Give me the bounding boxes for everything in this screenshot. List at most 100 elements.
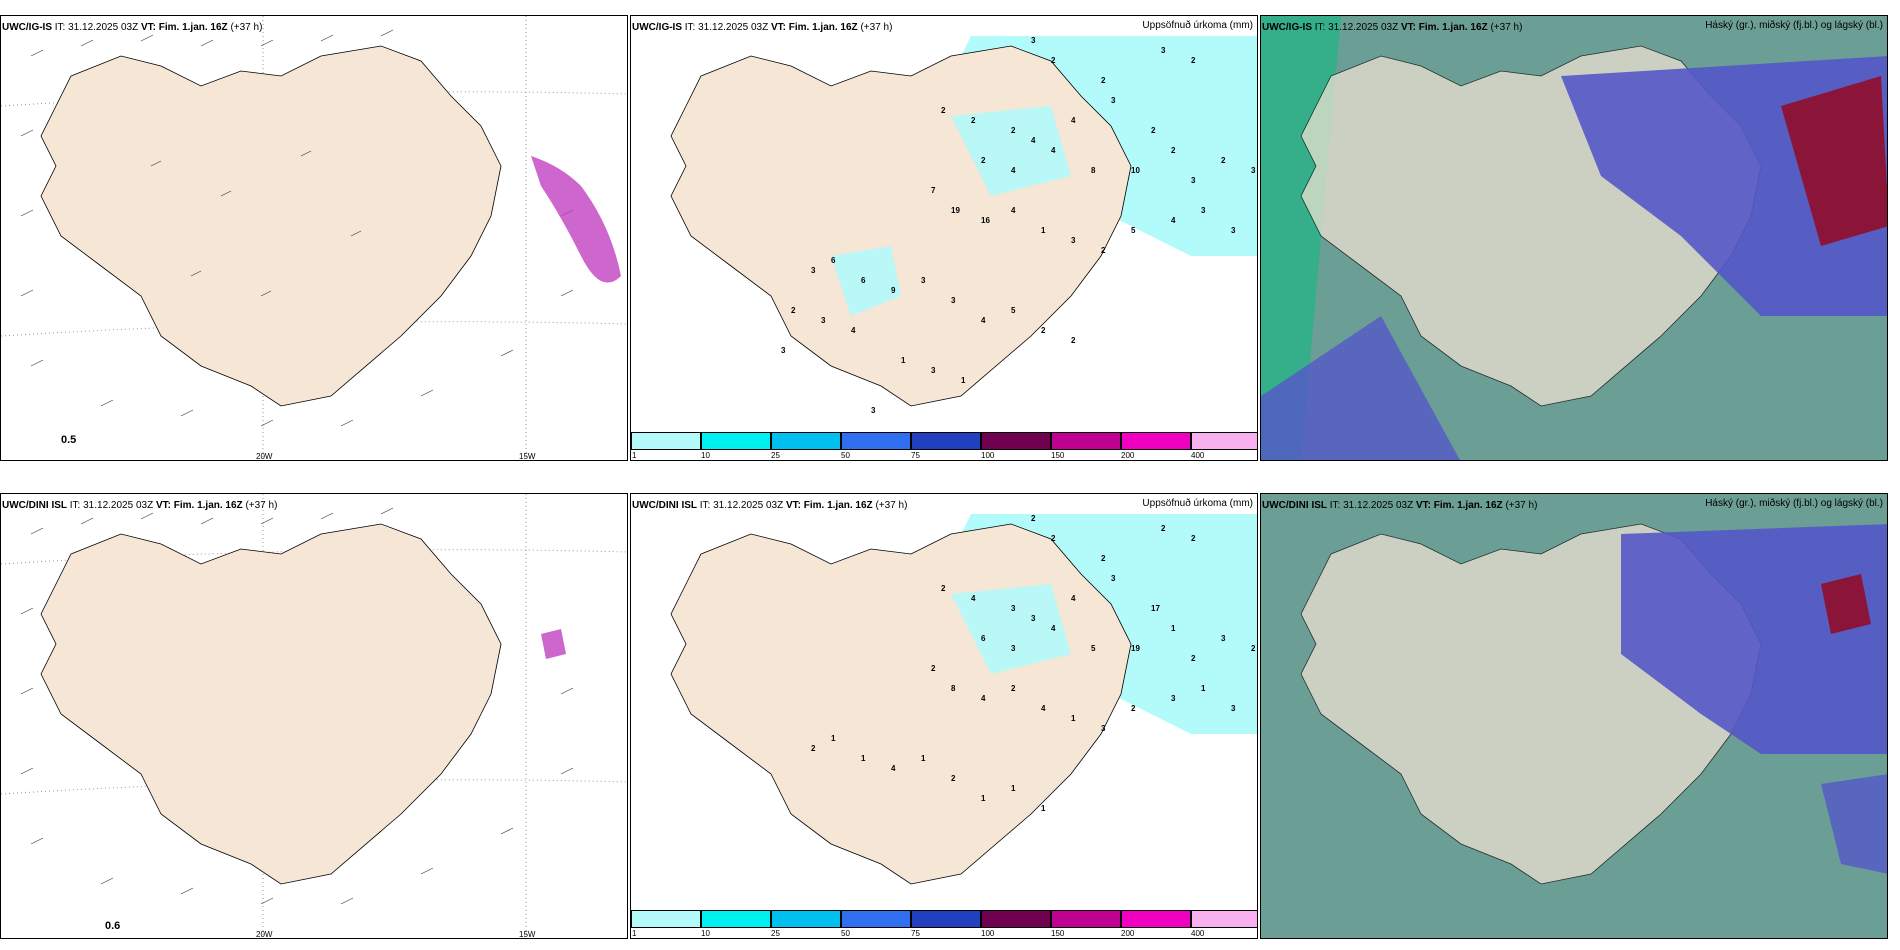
lon-label-20w: 20W: [256, 930, 273, 939]
vt-label: VT:: [140, 22, 156, 33]
precip-value-label: 1: [1041, 804, 1046, 813]
precip-value-label: 1: [1041, 226, 1046, 235]
init-time: IT: 31.12.2025 03Z: [1329, 500, 1414, 511]
precip-value-label: 3: [1031, 614, 1036, 623]
vt-label: VT:: [1415, 500, 1431, 511]
cloud-map-bottom-svg: [1261, 494, 1887, 938]
precip-value-label: 4: [1041, 704, 1046, 713]
init-time: IT: 31.12.2025 03Z: [684, 22, 769, 33]
cbar-tick: 100: [981, 929, 995, 938]
cbar-tick: 150: [1051, 929, 1065, 938]
model-name: UWC/IG-IS: [2, 22, 52, 33]
cbar-swatch-6: [981, 910, 1051, 928]
init-time: IT: 31.12.2025 03Z: [69, 500, 154, 511]
vt-label: VT:: [155, 500, 171, 511]
precip-value-label: 4: [981, 694, 986, 703]
precip-value-label: 3: [1011, 604, 1016, 613]
precip-value-label: 2: [971, 116, 976, 125]
precip-value-label: 5: [1091, 644, 1096, 653]
wind-max-value: 0.5: [61, 434, 77, 446]
precip-value-label: 2: [1101, 554, 1106, 563]
precip-value-label: 2: [791, 306, 796, 315]
lead-time: (+37 h): [1505, 500, 1538, 511]
precip-value-label: 2: [811, 744, 816, 753]
cbar-tick: 50: [841, 451, 850, 460]
cbar-swatch-9: [1191, 432, 1257, 450]
precip-map-bottom: Uppsöfnuð úrkoma (mm) 1 10 25 50 75 100 …: [630, 493, 1258, 939]
cbar-swatch-4: [841, 910, 911, 928]
cbar-tick: 100: [981, 451, 995, 460]
iceland-land: [40, 45, 502, 407]
precip-value-label: 3: [1251, 166, 1256, 175]
cbar-swatch-6: [981, 432, 1051, 450]
precip-value-label: 4: [1071, 116, 1076, 125]
precip-value-label: 1: [1171, 624, 1176, 633]
precip-value-label: 4: [851, 326, 856, 335]
lead-time: (+37 h): [1490, 22, 1523, 33]
precip-value-label: 16: [981, 216, 990, 225]
precip-value-label: 2: [1221, 156, 1226, 165]
lon-label-15w: 15W: [519, 452, 536, 461]
cloud-title: Háský (gr.), miðský (fj.bl.) og lágský (…: [1705, 498, 1883, 509]
precip-value-label: 4: [1051, 146, 1056, 155]
init-time: IT: 31.12.2025 03Z: [699, 500, 784, 511]
precip-value-label: 4: [1011, 206, 1016, 215]
precip-value-label: 2: [1051, 56, 1056, 65]
precip-value-label: 4: [971, 594, 976, 603]
panel-header-5: UWC/DINI ISL IT: 31.12.2025 03Z VT: Fim.…: [632, 500, 907, 511]
vt-label: VT:: [770, 22, 786, 33]
precip-value-label: 1: [1071, 714, 1076, 723]
precip-value-label: 4: [891, 764, 896, 773]
precip-value-label: 1: [981, 794, 986, 803]
cbar-swatch-1: [631, 432, 701, 450]
precip-value-label: 19: [951, 206, 960, 215]
precip-value-label: 2: [981, 156, 986, 165]
colorbar-bottom: 1 10 25 50 75 100 150 200 400: [631, 910, 1257, 938]
precip-map-top: Uppsöfnuð úrkoma (mm) 1 10 25 50 75 100 …: [630, 15, 1258, 461]
precip-title: Uppsöfnuð úrkoma (mm): [1142, 20, 1253, 31]
precip-value-label: 2: [1191, 654, 1196, 663]
wind-map-top-svg: [1, 16, 627, 460]
precip-blob: [541, 629, 566, 659]
model-name: UWC/DINI ISL: [2, 500, 67, 511]
precip-value-label: 3: [1191, 176, 1196, 185]
model-name: UWC/DINI ISL: [632, 500, 697, 511]
cbar-tick: 25: [771, 929, 780, 938]
precip-value-label: 3: [871, 406, 876, 415]
cbar-swatch-5: [911, 432, 981, 450]
cbar-tick: 400: [1191, 929, 1205, 938]
precip-value-label: 7: [931, 186, 936, 195]
cbar-swatch-7: [1051, 432, 1121, 450]
wind-map-bottom-svg: [1, 494, 627, 938]
precip-value-label: 3: [781, 346, 786, 355]
precip-value-label: 2: [1011, 684, 1016, 693]
precip-value-label: 3: [1071, 236, 1076, 245]
precip-value-label: 4: [1171, 216, 1176, 225]
cbar-tick: 400: [1191, 451, 1205, 460]
precip-value-label: 1: [831, 734, 836, 743]
valid-time: Fim. 1.jan. 16Z: [158, 22, 228, 33]
cloud-map-top-svg: [1261, 16, 1887, 460]
model-name: UWC/IG-IS: [632, 22, 682, 33]
colorbar-top: 1 10 25 50 75 100 150 200 400: [631, 432, 1257, 460]
wind-map-bottom: 20W 15W 0.6: [0, 493, 628, 939]
valid-time: Fim. 1.jan. 16Z: [1433, 500, 1503, 511]
precip-value-label: 5: [1131, 226, 1136, 235]
model-name: UWC/DINI ISL: [1262, 500, 1327, 511]
precip-value-label: 2: [1101, 76, 1106, 85]
precip-value-label: 3: [811, 266, 816, 275]
init-time: IT: 31.12.2025 03Z: [1314, 22, 1399, 33]
model-name: UWC/IG-IS: [1262, 22, 1312, 33]
wind-map-top: 20W 15W 0.5: [0, 15, 628, 461]
valid-time: Fim. 1.jan. 16Z: [803, 500, 873, 511]
cbar-swatch-2: [701, 432, 771, 450]
cbar-tick: 10: [701, 929, 710, 938]
cbar-swatch-9: [1191, 910, 1257, 928]
precip-value-label: 2: [1051, 534, 1056, 543]
precip-value-label: 2: [941, 106, 946, 115]
panel-header-6: UWC/DINI ISL IT: 31.12.2025 03Z VT: Fim.…: [1262, 500, 1537, 511]
precip-value-label: 1: [1011, 784, 1016, 793]
cbar-tick: 200: [1121, 451, 1135, 460]
precip-value-label: 8: [951, 684, 956, 693]
wind-max-value: 0.6: [105, 920, 121, 932]
